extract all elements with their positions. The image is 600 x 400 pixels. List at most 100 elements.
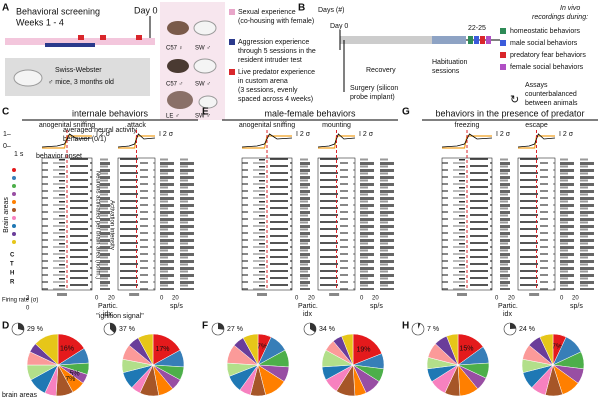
condition-text: in custom arena: [238, 78, 288, 85]
condition-text: spaced across 4 weeks): [238, 96, 313, 103]
legend-title: In vivo: [560, 5, 580, 12]
axis-label: sp/s: [170, 303, 183, 310]
tick-label: 20: [372, 296, 379, 302]
footer-label: brain areas: [2, 392, 38, 399]
area-dot: [12, 184, 16, 188]
tick-label: 20: [308, 296, 315, 302]
panel-letter: A: [2, 3, 9, 14]
region-label: R: [10, 280, 15, 286]
mouse-icon: [13, 69, 43, 87]
participation-wedge: [110, 323, 116, 334]
timeline-block: [486, 36, 491, 44]
bar-column: [94, 158, 110, 290]
rat-icon: [167, 91, 193, 109]
condition-text: Sexual experience: [238, 9, 296, 16]
behavior-title: escape: [525, 122, 548, 129]
mouse-icon: [167, 21, 189, 35]
bar-column: [558, 158, 574, 290]
tick-label: 0: [95, 296, 99, 302]
scale-bar: I 2 σ: [296, 131, 311, 138]
area-dot: [12, 192, 16, 196]
behavior-title: attack: [127, 122, 146, 129]
axis-label: Brain areas: [3, 197, 10, 233]
tick-label: 0: [160, 296, 164, 302]
legend-label: behavior onset: [36, 153, 82, 160]
scale-bar: I 2 σ: [96, 131, 111, 138]
area-dot: [12, 168, 16, 172]
tick-label: 3: [26, 296, 30, 302]
pie-slice: [137, 333, 154, 366]
condition-text: (3 sessions, evenly: [238, 87, 298, 94]
pair-label: C57 ♂: [166, 82, 183, 88]
tick-label: 0: [360, 296, 364, 302]
pair-label: SW ♂: [195, 82, 211, 88]
marker: [78, 35, 84, 40]
participation-label: 37 %: [119, 326, 135, 333]
legend-label: male social behaviors: [510, 40, 578, 47]
timeline-block: [45, 43, 95, 47]
mouse-icon: [193, 58, 217, 74]
condition-text: resident intruder test: [238, 57, 302, 64]
days-end: 22-25: [468, 25, 486, 32]
surgery-label: Surgery (silicon: [350, 85, 398, 92]
condition-swatch: [229, 9, 235, 15]
participation-label: 7 %: [427, 326, 439, 333]
legend-swatch: [500, 40, 506, 46]
bar-column: [494, 158, 510, 290]
area-dot: [12, 216, 16, 220]
pie-slice: [35, 333, 59, 366]
condition-swatch: [229, 39, 235, 45]
panel-letter: D: [2, 321, 9, 332]
bar-column: [380, 158, 396, 290]
panel-title: behaviors in the presence of predator: [435, 108, 584, 118]
mouse-icon: [193, 20, 217, 36]
axis-label: idx: [303, 311, 312, 318]
surgery-label: probe implant): [350, 94, 395, 101]
timeline-block: [474, 36, 479, 44]
axis-label: sp/s: [370, 303, 383, 310]
legend-label: homeostatic behaviors: [510, 28, 581, 35]
trace-activity: [41, 133, 93, 148]
trace-activity: [517, 133, 556, 148]
trace-activity: [117, 133, 156, 148]
behavior-title: anogenital sniffing: [39, 122, 95, 129]
heatmap-bar: [329, 293, 340, 296]
area-dot: [12, 200, 16, 204]
tick-label: 0: [295, 296, 299, 302]
tick-label: 0: [495, 296, 499, 302]
axis-label: Activation intensity: [108, 200, 114, 250]
tick-label: 20: [172, 296, 179, 302]
behavior-title: freezing: [455, 122, 480, 129]
marker: [136, 35, 142, 40]
condition-text: (co-housing with female): [238, 18, 314, 25]
axis-label: Firing rate (σ): [2, 298, 38, 304]
marker: [100, 35, 106, 40]
panel-title: male-female behaviors: [264, 108, 356, 118]
participation-wedge: [310, 323, 317, 333]
slice-label: 7%: [65, 376, 75, 383]
tick-label: 20: [572, 296, 579, 302]
region-label: C: [10, 253, 15, 259]
recovery-bar: [340, 36, 432, 44]
habituation-label: Habituation: [432, 59, 468, 66]
legend-swatch: [500, 52, 506, 58]
mouse-text: Swiss-Webster: [55, 67, 102, 74]
heatmap-bar: [529, 293, 540, 296]
slice-label: 7%: [257, 344, 267, 351]
slice-label: 15%: [459, 345, 473, 352]
assays: counterbalanced: [525, 91, 577, 98]
area-dot: [12, 208, 16, 212]
tick-label: 0: [26, 306, 30, 312]
participation-wedge: [510, 323, 516, 329]
pie-slice: [341, 333, 354, 366]
bar-column: [358, 158, 374, 290]
bar-column: [158, 158, 174, 290]
mouse-icon: [198, 95, 218, 109]
legend-label: 1 s: [14, 151, 24, 158]
condition-text: through 5 sessions in the: [238, 48, 316, 55]
tick-label: 1–: [3, 131, 11, 138]
trace-activity: [441, 133, 493, 148]
bar-column: [294, 158, 310, 290]
